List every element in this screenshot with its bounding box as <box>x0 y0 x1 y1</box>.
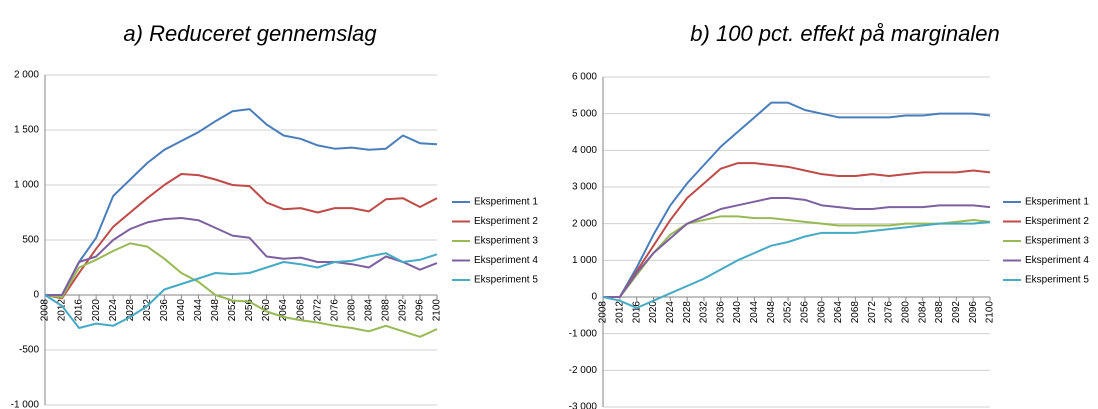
y-tick-label: 4 000 <box>572 145 597 156</box>
x-tick-label: 2048 <box>210 299 221 322</box>
x-tick-label: 2028 <box>125 299 136 322</box>
x-tick-label: 2056 <box>800 301 811 324</box>
series-line <box>45 217 438 296</box>
legend-label: Eksperiment 3 <box>1025 236 1089 247</box>
x-tick-label: 2056 <box>244 299 255 322</box>
x-tick-label: 2020 <box>648 301 659 324</box>
y-tick-label: 1 000 <box>572 255 597 266</box>
series-line <box>603 162 991 298</box>
y-tick-label: 1 500 <box>14 125 39 136</box>
x-tick-label: 2028 <box>682 301 693 324</box>
y-tick-label: -3 000 <box>569 402 598 409</box>
x-tick-label: 2040 <box>176 299 187 322</box>
x-tick-label: 2044 <box>749 301 760 324</box>
legend-label: Eksperiment 4 <box>474 255 538 266</box>
y-tick-label: 3 000 <box>572 182 597 193</box>
x-tick-label: 2088 <box>934 301 945 324</box>
legend-label: Eksperiment 2 <box>474 216 538 227</box>
x-tick-label: 2024 <box>665 301 676 324</box>
y-tick-label: -1 000 <box>569 328 598 339</box>
x-tick-label: 2084 <box>363 299 374 322</box>
legend-label: Eksperiment 1 <box>1025 197 1089 208</box>
series-line <box>602 220 991 309</box>
y-tick-label: 6 000 <box>572 72 597 83</box>
x-tick-label: 2076 <box>329 299 340 322</box>
x-tick-label: 2096 <box>415 299 426 322</box>
x-tick-label: 2080 <box>901 301 912 324</box>
x-tick-label: 2068 <box>295 299 306 322</box>
series-line <box>603 101 991 298</box>
x-tick-label: 2068 <box>850 301 861 324</box>
y-tick-label: 0 <box>591 292 597 303</box>
x-tick-label: 2036 <box>159 299 170 322</box>
y-tick-label: -500 <box>19 345 39 356</box>
y-tick-label: 2 000 <box>572 218 597 229</box>
y-tick-label: -1 000 <box>11 400 40 409</box>
series-line <box>44 173 438 300</box>
y-tick-label: 500 <box>22 235 39 246</box>
x-tick-label: 2088 <box>381 299 392 322</box>
x-tick-label: 2100 <box>432 299 443 322</box>
legend-label: Eksperiment 5 <box>474 275 538 286</box>
x-tick-label: 2096 <box>968 301 979 324</box>
x-tick-label: 2064 <box>278 299 289 322</box>
chart-title: a) Reduceret gennemslag <box>123 21 377 46</box>
x-tick-label: 2016 <box>631 301 642 324</box>
x-tick-label: 2060 <box>816 301 827 324</box>
x-tick-label: 2084 <box>917 301 928 324</box>
x-tick-label: 2008 <box>40 299 51 322</box>
y-tick-label: 2 000 <box>14 70 39 81</box>
series-line <box>44 242 438 338</box>
x-tick-label: 2048 <box>766 301 777 324</box>
series-line <box>45 108 438 296</box>
x-tick-label: 2040 <box>732 301 743 324</box>
x-tick-label: 2080 <box>346 299 357 322</box>
x-tick-label: 2092 <box>951 301 962 324</box>
y-tick-label: -2 000 <box>569 365 598 376</box>
legend-label: Eksperiment 3 <box>474 236 538 247</box>
x-tick-label: 2036 <box>715 301 726 324</box>
legend-label: Eksperiment 4 <box>1025 255 1089 266</box>
x-tick-label: 2092 <box>398 299 409 322</box>
y-tick-label: 5 000 <box>572 108 597 119</box>
x-tick-label: 2076 <box>884 301 895 324</box>
x-tick-label: 2020 <box>91 299 102 322</box>
x-tick-label: 2032 <box>699 301 710 324</box>
legend-label: Eksperiment 1 <box>474 197 538 208</box>
series-line <box>603 215 991 298</box>
series-line <box>44 252 438 329</box>
x-tick-label: 2044 <box>193 299 204 322</box>
chart-title: b) 100 pct. effekt på marginalen <box>690 21 999 46</box>
x-tick-label: 2052 <box>783 301 794 324</box>
x-tick-label: 2072 <box>312 299 323 322</box>
x-tick-label: 2012 <box>614 301 625 324</box>
x-tick-label: 2072 <box>867 301 878 324</box>
x-tick-label: 2100 <box>985 301 996 324</box>
y-tick-label: 0 <box>33 290 39 301</box>
x-tick-label: 2012 <box>57 299 68 322</box>
x-tick-label: 2024 <box>108 299 119 322</box>
series-line <box>603 197 991 298</box>
x-tick-label: 2064 <box>833 301 844 324</box>
x-tick-label: 2052 <box>227 299 238 322</box>
legend-label: Eksperiment 5 <box>1025 275 1089 286</box>
x-tick-label: 2008 <box>598 301 609 324</box>
x-tick-label: 2032 <box>142 299 153 322</box>
legend-label: Eksperiment 2 <box>1025 216 1089 227</box>
x-tick-label: 2016 <box>74 299 85 322</box>
x-tick-label: 2060 <box>261 299 272 322</box>
y-tick-label: 1 000 <box>14 180 39 191</box>
